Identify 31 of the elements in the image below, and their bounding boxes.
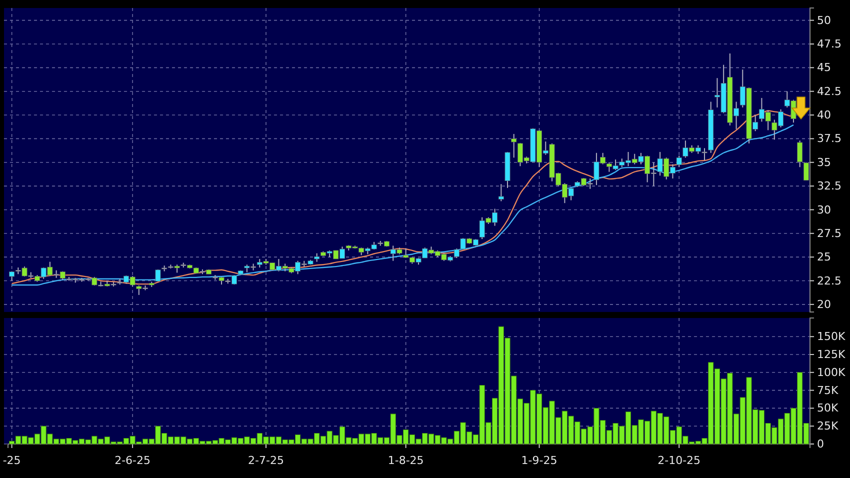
x-tick-label: 1-8-25: [388, 454, 424, 467]
y-tick-label: 42.5: [817, 84, 842, 98]
candlestick: [797, 140, 803, 168]
y-tick-label: 50K: [817, 402, 839, 415]
x-tick-label: 2-6-25: [114, 454, 151, 467]
candlestick: [498, 184, 504, 202]
y-tick-label: 47.5: [817, 38, 842, 51]
y-tick-label: 32.5: [817, 180, 842, 193]
y-tick-label: 35: [817, 156, 831, 169]
candlestick: [511, 133, 517, 158]
x-tick-label: -25: [2, 454, 21, 467]
y-tick-label: 25K: [817, 420, 839, 433]
candlestick: [803, 162, 809, 181]
y-tick-label: 100K: [817, 366, 846, 379]
y-tick-label: 30: [817, 203, 831, 216]
y-tick-label: 150K: [817, 330, 846, 344]
y-tick-label: 75K: [817, 384, 839, 397]
y-tick-label: 0: [817, 438, 824, 451]
y-tick-label: 40: [817, 108, 831, 122]
x-tick-label: 2-7-25: [248, 454, 284, 467]
y-tick-label: 25: [817, 250, 831, 264]
y-tick-label: 22.5: [817, 274, 842, 288]
y-tick-label: 50: [817, 14, 831, 27]
y-tick-label: 27.5: [817, 226, 842, 240]
y-tick-label: 37.5: [817, 132, 842, 146]
candlestick: [676, 155, 682, 168]
y-tick-label: 20: [817, 298, 831, 311]
x-tick-label: 1-9-25: [521, 454, 558, 467]
y-tick-label: 45: [817, 61, 831, 74]
y-tick-label: 125K: [817, 348, 846, 362]
x-tick-label: 2-10-25: [658, 454, 701, 467]
